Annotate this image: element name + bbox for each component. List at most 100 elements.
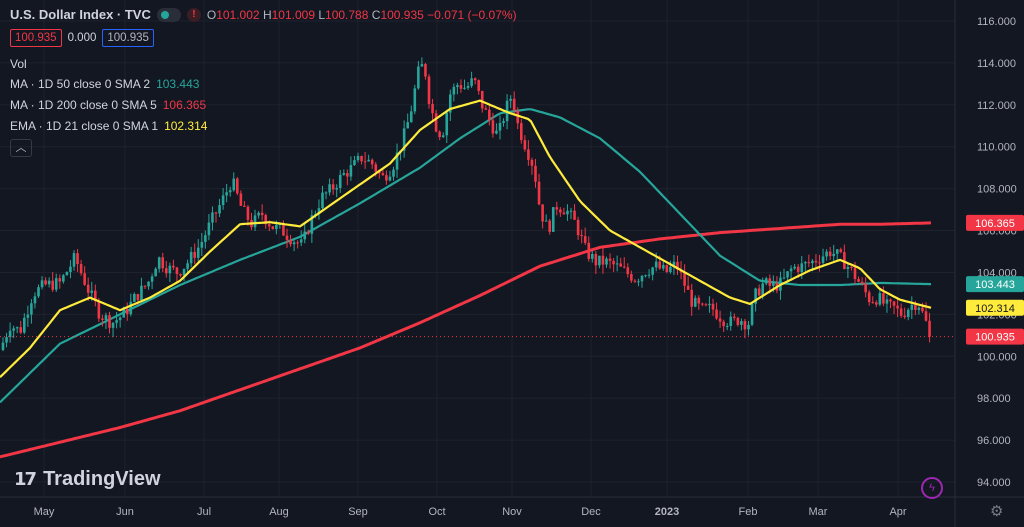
candle-body (168, 265, 172, 274)
candle-body (413, 88, 417, 112)
candle-body (299, 239, 303, 243)
candle-body (733, 316, 736, 318)
candle-body (367, 159, 370, 162)
open-label: O (206, 8, 217, 22)
x-tick-label: 2023 (655, 506, 679, 518)
candle-body (65, 272, 69, 276)
candle-body (683, 272, 686, 286)
candle-body (402, 128, 406, 151)
candle-body (921, 307, 924, 312)
candle-body (104, 315, 108, 320)
candle-body (324, 192, 328, 194)
candle-body (424, 64, 427, 77)
candle-body (633, 280, 637, 282)
candle-body (793, 266, 796, 269)
open-value: 101.002 (216, 8, 260, 22)
candle-body (317, 208, 321, 214)
candle-body (97, 301, 101, 319)
ma50-line (0, 108, 932, 404)
buy-price-box[interactable]: 100.935 (102, 29, 154, 47)
candle-body (903, 315, 906, 318)
candle-body (498, 122, 502, 131)
symbol-title[interactable]: U.S. Dollar Index · TVC (10, 7, 151, 22)
tradingview-logo[interactable]: 𝟭𝟳 TradingView (14, 468, 161, 491)
y-tick-label: 98.000 (977, 393, 1011, 405)
candle-body (108, 315, 111, 328)
candle-body (917, 307, 921, 310)
candle-body (686, 285, 690, 290)
candle-body (228, 190, 232, 193)
candle-body (23, 317, 26, 333)
candle-body (491, 120, 495, 134)
candle-body (463, 87, 466, 89)
candle-body (51, 280, 54, 290)
candle-body (814, 260, 818, 263)
candle-body (303, 231, 307, 240)
candle-body (33, 296, 37, 304)
x-axis: May Jun Jul Aug Sep Oct Nov Dec 2023 Feb Mar Apr (0, 496, 1024, 518)
candle-body (292, 242, 296, 245)
candle-body (438, 131, 441, 138)
candle-body (260, 212, 264, 216)
candle-body (818, 262, 821, 264)
sell-price-box[interactable]: 100.935 (10, 29, 62, 47)
candle-body (512, 98, 516, 111)
candle-body (331, 184, 335, 190)
ma50-label[interactable]: MA · 1D 50 close 0 SMA 2 (10, 77, 151, 91)
candle-body (857, 279, 860, 282)
candle-body (811, 260, 814, 264)
candle-body (207, 222, 211, 236)
candle-body (441, 135, 445, 138)
tradingview-mark-icon: 𝟭𝟳 (14, 469, 37, 489)
candle-body (669, 266, 672, 272)
ema21-label[interactable]: EMA · 1D 21 close 0 SMA 1 (10, 119, 159, 133)
ma200-label[interactable]: MA · 1D 200 close 0 SMA 5 (10, 98, 157, 112)
candle-body (711, 303, 715, 310)
series-line (0, 108, 932, 404)
candle-body (243, 205, 246, 207)
candle-body (764, 278, 768, 284)
candle-body (37, 287, 40, 297)
candle-body (154, 268, 157, 277)
candle-body (715, 309, 718, 319)
candle-body (232, 178, 236, 191)
y-tick-label: 108.000 (977, 184, 1017, 196)
candle-body (906, 309, 910, 318)
candle-body (86, 284, 90, 293)
candle-body (19, 327, 23, 333)
candle-body (523, 140, 527, 150)
candle-body (832, 253, 835, 257)
candle-body (296, 242, 299, 244)
candle-body (640, 275, 644, 282)
visibility-toggle-icon[interactable] (156, 8, 181, 22)
chevron-up-icon[interactable]: ︿ (10, 139, 32, 157)
series-line (0, 221, 932, 459)
candle-body (619, 263, 622, 267)
price-labels: 106.365 103.443 102.314 100.935 (966, 214, 1024, 345)
candle-body (473, 78, 477, 81)
y-tick-label: 100.000 (977, 351, 1017, 363)
gear-icon[interactable]: ⚙ (990, 503, 1004, 520)
candle-body (772, 282, 775, 286)
lightning-icon[interactable]: ϟ (921, 477, 943, 499)
candle-body (608, 258, 612, 261)
vol-label[interactable]: Vol (10, 57, 27, 71)
candle-body (427, 76, 431, 104)
candle-body (118, 317, 122, 321)
candle-body (605, 258, 608, 265)
candle-body (392, 169, 395, 177)
candle-body (899, 308, 903, 316)
candle-body (708, 303, 711, 306)
candle-body (704, 304, 708, 306)
ma200-value: 106.365 (162, 98, 207, 112)
candle-body (420, 64, 424, 67)
candle-body (221, 195, 225, 206)
candle-body (353, 160, 356, 166)
candle-body (150, 276, 154, 282)
candle-body (839, 249, 843, 253)
price-label-box (966, 328, 1024, 345)
x-tick-label: Aug (269, 506, 289, 518)
warning-icon[interactable]: ! (186, 8, 201, 22)
candle-body (452, 86, 456, 95)
